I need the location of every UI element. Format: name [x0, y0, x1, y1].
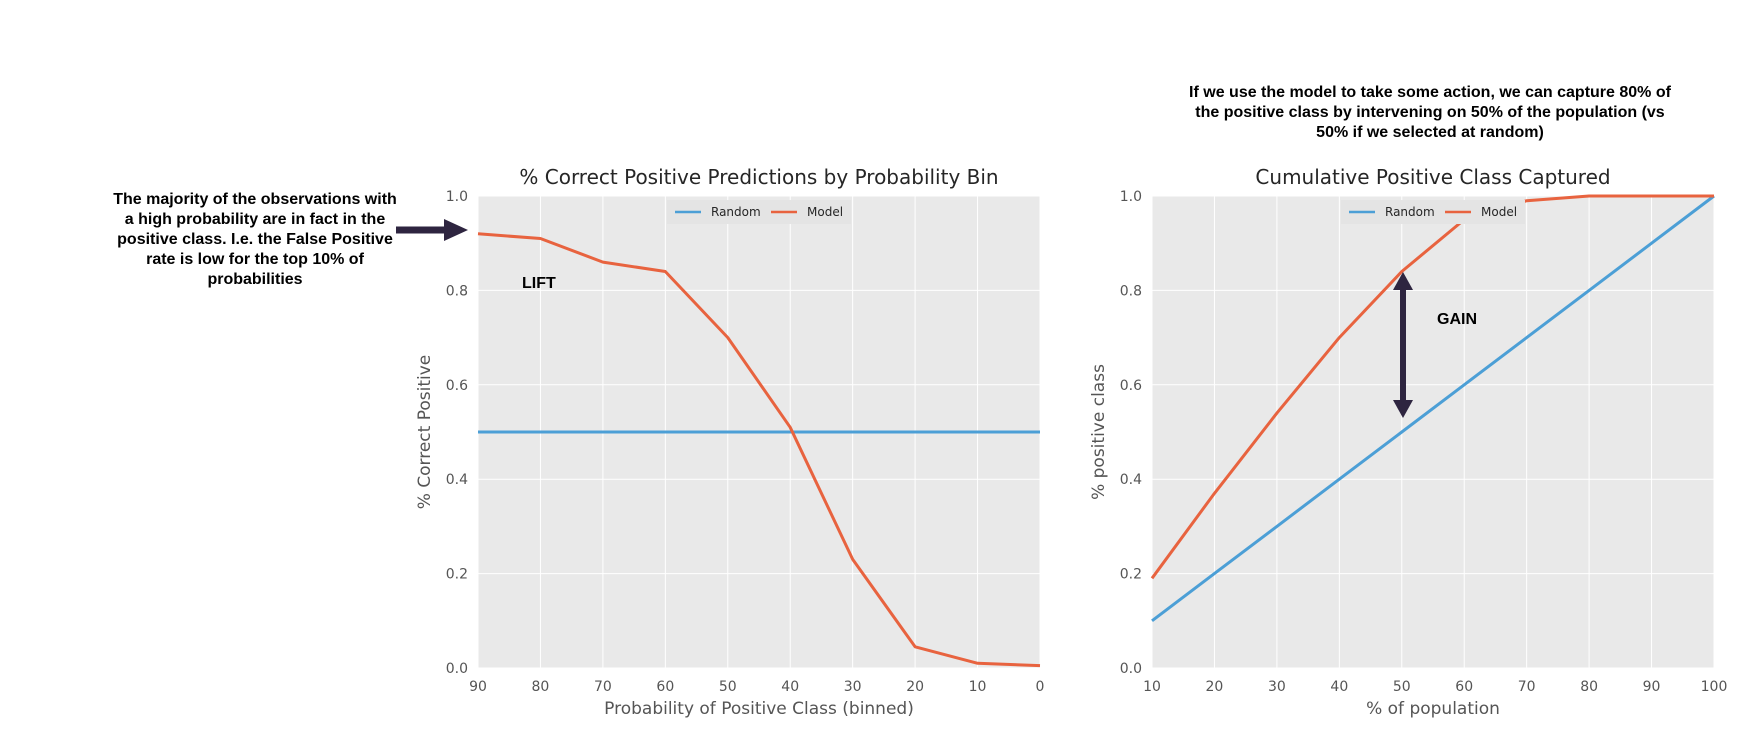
y-tick-label: 0.2	[446, 567, 468, 583]
y-tick-label: 1.0	[1120, 189, 1142, 205]
x-tick-label: 60	[656, 679, 674, 695]
y-tick-label: 1.0	[446, 189, 468, 205]
series-line-random	[1151, 194, 1715, 622]
legend-label-random: Random	[711, 205, 761, 219]
x-tick-label: 40	[1330, 679, 1348, 695]
chart-title: Cumulative Positive Class Captured	[1255, 165, 1610, 189]
y-tick-label: 0.4	[446, 472, 468, 488]
legend-label-model: Model	[807, 205, 843, 219]
top-annotation-note: If we use the model to take some action,…	[1189, 84, 1671, 141]
legend-label-model: Model	[1481, 205, 1517, 219]
x-tick-label: 70	[1518, 679, 1536, 695]
y-tick-label: 0.0	[446, 661, 468, 677]
x-tick-label: 60	[1455, 679, 1473, 695]
y-tick-label: 0.0	[1120, 661, 1142, 677]
pointer-arrowhead-icon	[444, 219, 468, 241]
x-tick-label: 50	[719, 679, 737, 695]
x-tick-label: 80	[532, 679, 550, 695]
left-annotation-note: The majority of the observations with a …	[113, 191, 397, 288]
y-axis-label: % positive class	[1089, 364, 1109, 500]
x-tick-label: 20	[1206, 679, 1224, 695]
x-tick-label: 70	[594, 679, 612, 695]
y-tick-label: 0.8	[1120, 283, 1142, 299]
gain-arrow-up-icon	[1393, 272, 1413, 290]
legend-label-random: Random	[1385, 205, 1435, 219]
x-axis-label: Probability of Positive Class (binned)	[604, 699, 914, 719]
x-tick-label: 30	[1268, 679, 1286, 695]
x-tick-label: 100	[1701, 679, 1728, 695]
x-tick-label: 90	[469, 679, 487, 695]
x-tick-label: 40	[781, 679, 799, 695]
y-tick-label: 0.2	[1120, 567, 1142, 583]
x-tick-label: 80	[1580, 679, 1598, 695]
x-axis-label: % of population	[1366, 699, 1500, 719]
x-tick-label: 10	[969, 679, 987, 695]
y-tick-label: 0.6	[1120, 378, 1142, 394]
x-tick-label: 10	[1143, 679, 1161, 695]
x-tick-label: 20	[906, 679, 924, 695]
y-tick-label: 0.4	[1120, 472, 1142, 488]
gain-chart: 10 20 30 40 50 60 70 80 90 100 0.0 0.2 0.4 0.6 0.8 1.0 C…	[1089, 165, 1727, 719]
gain-label: GAIN	[1437, 311, 1477, 328]
plot-area	[1152, 196, 1714, 668]
annotation-overlays: LIFT GAIN	[396, 219, 1477, 418]
series-line-model	[477, 232, 1041, 668]
y-tick-label: 0.6	[446, 378, 468, 394]
lift-label: LIFT	[522, 275, 556, 292]
series-line-model	[1150, 194, 1714, 580]
gain-arrow-down-icon	[1393, 400, 1413, 418]
x-tick-label: 0	[1036, 679, 1045, 695]
y-axis-label: % Correct Positive	[415, 355, 435, 510]
x-tick-label: 30	[844, 679, 862, 695]
y-tick-label: 0.8	[446, 283, 468, 299]
chart-title: % Correct Positive Predictions by Probab…	[519, 165, 998, 189]
x-tick-label: 90	[1643, 679, 1661, 695]
x-tick-label: 50	[1393, 679, 1411, 695]
lift-chart: 90 80 70 60 50 40 30 20 10 0 0.0 0.2 0.4 0.6 0.8 1.0 % C…	[415, 165, 1044, 719]
